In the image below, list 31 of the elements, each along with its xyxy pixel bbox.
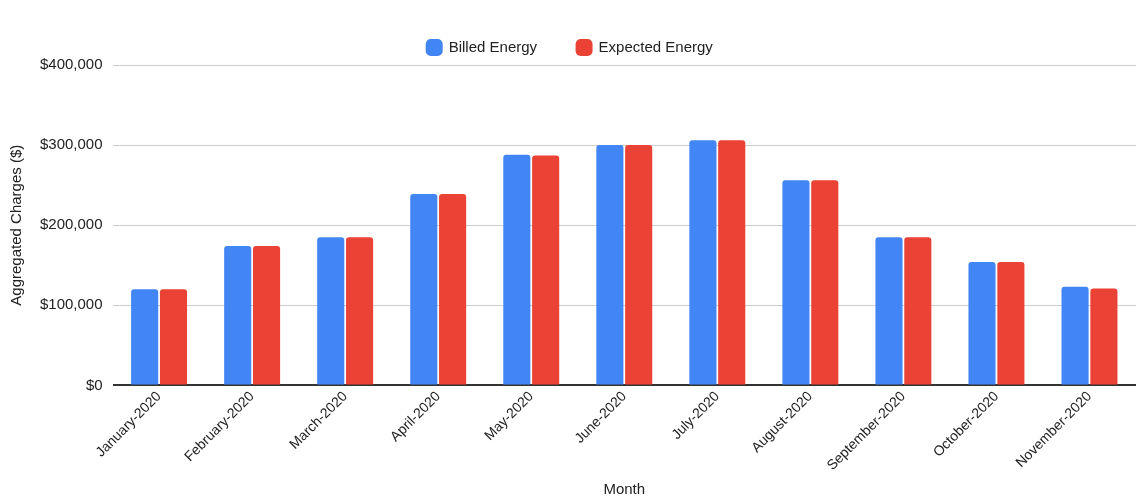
bar [1090,288,1118,385]
bar [224,246,252,385]
bar [596,145,624,385]
y-axis-title: Aggregated Charges ($) [7,144,25,306]
y-tick-label: $100,000 [39,295,103,313]
bar [689,140,717,385]
bar [410,193,438,385]
bar [439,193,467,385]
bar [904,237,932,385]
y-tick-label: $200,000 [39,215,103,233]
bar [625,145,653,385]
y-tick-label: $0 [85,375,103,393]
y-tick-label: $400,000 [39,55,103,73]
bar [532,155,560,385]
bar [346,237,374,385]
bar [252,246,281,385]
bar [131,289,159,385]
legend-label: Billed Energy [448,37,538,55]
bar [811,180,839,385]
bar [875,237,903,385]
legend-label: Expected Energy [598,37,714,55]
y-tick-label: $300,000 [39,135,103,153]
x-axis-title: Month [603,480,646,498]
bar [1061,286,1089,385]
bar [317,237,345,385]
bar [503,154,531,385]
bar [718,140,746,385]
bar [997,262,1025,385]
bar [782,180,810,385]
bar [159,289,188,385]
bar [968,262,996,385]
